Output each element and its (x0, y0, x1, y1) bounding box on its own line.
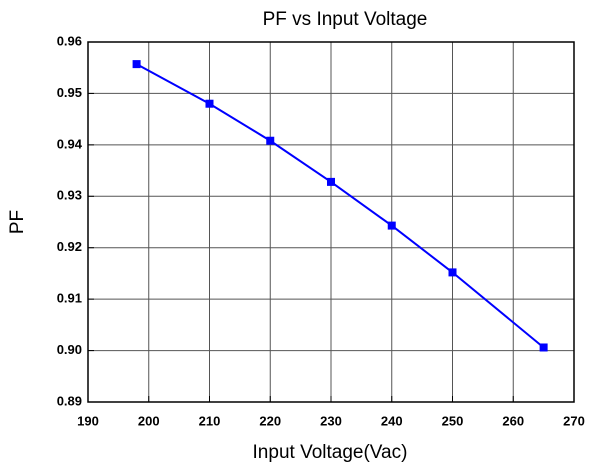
x-tick-label: 200 (138, 413, 160, 428)
y-tick-label: 0.93 (57, 188, 82, 203)
x-tick-label: 250 (442, 413, 464, 428)
chart-title: PF vs Input Voltage (263, 9, 428, 30)
y-tick-label: 0.90 (57, 342, 82, 357)
marker (448, 268, 457, 277)
y-axis-label: PF (7, 210, 28, 234)
x-tick-label: 260 (502, 413, 524, 428)
x-tick-label: 240 (381, 413, 403, 428)
marker (266, 136, 275, 145)
x-tick-label: 270 (563, 413, 585, 428)
y-tick-label: 0.91 (57, 291, 82, 306)
plot-frame (87, 41, 575, 403)
x-tick-label: 230 (320, 413, 342, 428)
x-tick-label: 210 (199, 413, 221, 428)
x-axis-label: Input Voltage(Vac) (253, 442, 408, 463)
y-tick-label: 0.95 (57, 85, 82, 100)
y-tick-label: 0.89 (57, 393, 82, 408)
y-tick-label: 0.96 (57, 33, 82, 48)
marker (539, 343, 548, 352)
marker (387, 221, 396, 230)
x-tick-label: 190 (77, 413, 99, 428)
x-tick-label: 220 (259, 413, 281, 428)
y-tick-label: 0.92 (57, 239, 82, 254)
y-tick-label: 0.94 (57, 136, 83, 151)
marker (205, 99, 214, 108)
marker (327, 177, 335, 186)
marker (132, 60, 141, 69)
